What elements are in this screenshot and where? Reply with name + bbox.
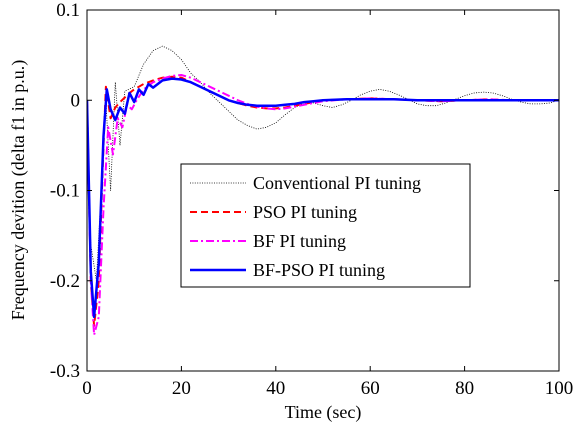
x-axis-label: Time (sec) bbox=[285, 402, 362, 423]
y-tick-label: 0.1 bbox=[56, 0, 80, 21]
x-tick-label: 60 bbox=[361, 378, 380, 399]
legend-label-0: Conventional PI tuning bbox=[253, 173, 421, 193]
y-tick-label: 0 bbox=[71, 90, 81, 111]
y-tick-label: -0.2 bbox=[50, 271, 80, 292]
legend-label-2: BF PI tuning bbox=[253, 231, 346, 251]
y-tick-label: -0.3 bbox=[50, 361, 80, 382]
legend-label-1: PSO PI tuning bbox=[253, 202, 357, 222]
legend-label-3: BF-PSO PI tuning bbox=[253, 260, 385, 280]
x-tick-label: 100 bbox=[545, 378, 574, 399]
x-tick-label: 20 bbox=[172, 378, 191, 399]
legend: Conventional PI tuning PSO PI tuning BF PI… bbox=[180, 163, 471, 288]
x-tick-label: 0 bbox=[82, 378, 92, 399]
series-line-3 bbox=[87, 77, 559, 319]
y-axis-label: Frequency devition (delta f1 in p.u.) bbox=[8, 60, 29, 320]
x-tick-label: 40 bbox=[266, 378, 285, 399]
series-layer bbox=[87, 45, 559, 336]
y-tick-label: -0.1 bbox=[50, 181, 80, 202]
legend-items: Conventional PI tuning PSO PI tuning BF PI… bbox=[190, 173, 421, 280]
legend-box bbox=[180, 163, 471, 288]
axis-ticks: 0 20 40 60 80 100 -0.3 -0.2 -0.1 0 0.1 bbox=[50, 0, 573, 399]
x-tick-label: 80 bbox=[455, 378, 474, 399]
